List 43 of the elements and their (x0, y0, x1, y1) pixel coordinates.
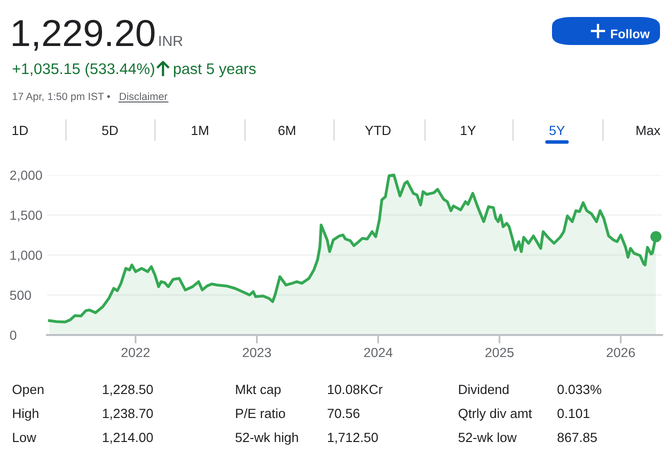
text: 1,214.00 (103, 432, 153, 444)
text: +1,035.15 (533.44%) (12, 62, 154, 78)
text: 5D (102, 126, 118, 136)
text: 6M (278, 126, 296, 136)
x-tick-label: 2022 (122, 348, 150, 358)
text: 0.101 (558, 408, 590, 418)
text: YTD (365, 126, 391, 135)
text: Qtrly div amt (458, 408, 532, 421)
y-tick-label: 500 (10, 290, 31, 300)
text: Open (12, 384, 44, 397)
x-tick-label: 2023 (242, 348, 271, 358)
text: Follow (611, 29, 650, 38)
text: 70.56 (328, 408, 360, 418)
text: 5Y (549, 126, 565, 136)
text: Dividend (459, 384, 508, 394)
text: 1,238.70 (103, 408, 153, 420)
text: past 5 years (174, 63, 256, 78)
x-tick-label: 2026 (606, 348, 635, 358)
text: 1,712.50 (328, 432, 378, 444)
text: INR (159, 36, 182, 46)
x-tick-label: 2025 (485, 348, 514, 358)
text: 17 Apr, 1:50 pm IST • (12, 92, 110, 102)
text: 10.08KCr (328, 384, 383, 394)
y-tick-label: 1,000 (10, 250, 42, 262)
text: Low (13, 432, 36, 442)
text: 0.033% (558, 384, 602, 394)
y-tick-label: 1,500 (10, 210, 42, 222)
text: 1Y (460, 126, 476, 135)
y-tick-label: 2,000 (10, 170, 42, 182)
x-tick-label: 2024 (364, 348, 392, 358)
text: 867.85 (558, 432, 597, 442)
text: 1D (12, 126, 28, 135)
text: 52-wk low (458, 432, 517, 442)
text: Max (636, 126, 660, 136)
text: P/E ratio (236, 408, 286, 418)
y-tick-label: 0 (10, 330, 16, 340)
text: High (13, 408, 38, 421)
text: Mkt cap (236, 384, 281, 397)
text: Disclaimer (120, 92, 168, 100)
text: 1,228.50 (103, 384, 153, 396)
chart-title: 1,229.20 (12, 20, 155, 51)
text: 52-wk high (236, 432, 298, 445)
text: 1M (192, 126, 208, 135)
